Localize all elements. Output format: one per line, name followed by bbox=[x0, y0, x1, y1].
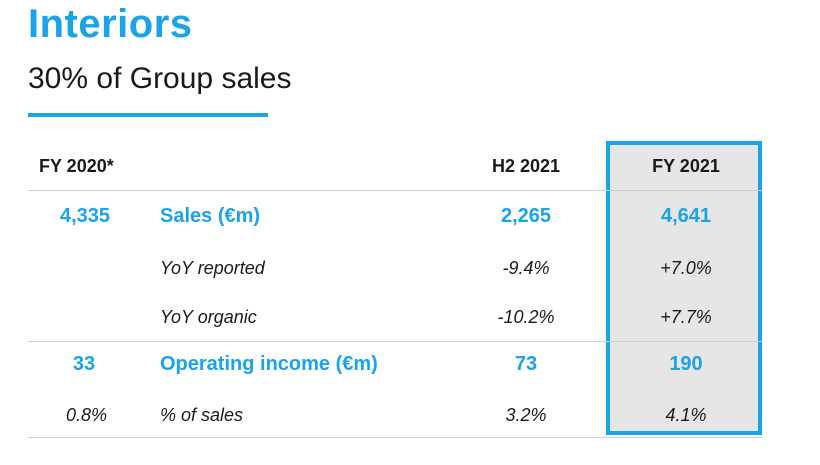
percent-of-sales-label: % of sales bbox=[160, 405, 244, 425]
operating-income-fy2021-value: 190 bbox=[669, 353, 703, 375]
sales-label: Sales (€m) bbox=[160, 205, 261, 227]
section-title: Interiors bbox=[28, 2, 193, 46]
operating-income-fy2020-value: 33 bbox=[72, 353, 96, 375]
yoy-organic-fy2021-value: +7.7% bbox=[660, 307, 712, 327]
percent-of-sales-fy2020-value: 0.8% bbox=[66, 405, 108, 425]
operating-income-label: Operating income (€m) bbox=[160, 353, 378, 375]
yoy-reported-fy2021-value: +7.0% bbox=[660, 258, 712, 278]
sales-fy2021-value: 4,641 bbox=[660, 205, 712, 227]
table-divider-middle bbox=[28, 341, 762, 342]
header-h2-2021: H2 2021 bbox=[491, 156, 561, 176]
fy2021-highlight-column bbox=[606, 141, 762, 435]
operating-income-h2-2021-value: 73 bbox=[514, 353, 538, 375]
title-underline bbox=[28, 113, 268, 117]
header-fy2021: FY 2021 bbox=[652, 156, 720, 176]
section-subtitle: 30% of Group sales bbox=[28, 62, 292, 95]
percent-of-sales-h2-2021-value: 3.2% bbox=[505, 405, 547, 425]
yoy-organic-label: YoY organic bbox=[160, 307, 257, 327]
sales-fy2020-value: 4,335 bbox=[60, 205, 111, 227]
percent-of-sales-fy2021-value: 4.1% bbox=[665, 405, 707, 425]
table-divider-top bbox=[28, 190, 762, 191]
yoy-organic-h2-2021-value: -10.2% bbox=[497, 307, 555, 327]
yoy-reported-label: YoY reported bbox=[160, 258, 265, 278]
header-fy2020: FY 2020* bbox=[39, 156, 114, 176]
yoy-reported-h2-2021-value: -9.4% bbox=[502, 258, 550, 278]
table-divider-bottom bbox=[28, 437, 762, 438]
sales-h2-2021-value: 2,265 bbox=[500, 205, 552, 227]
